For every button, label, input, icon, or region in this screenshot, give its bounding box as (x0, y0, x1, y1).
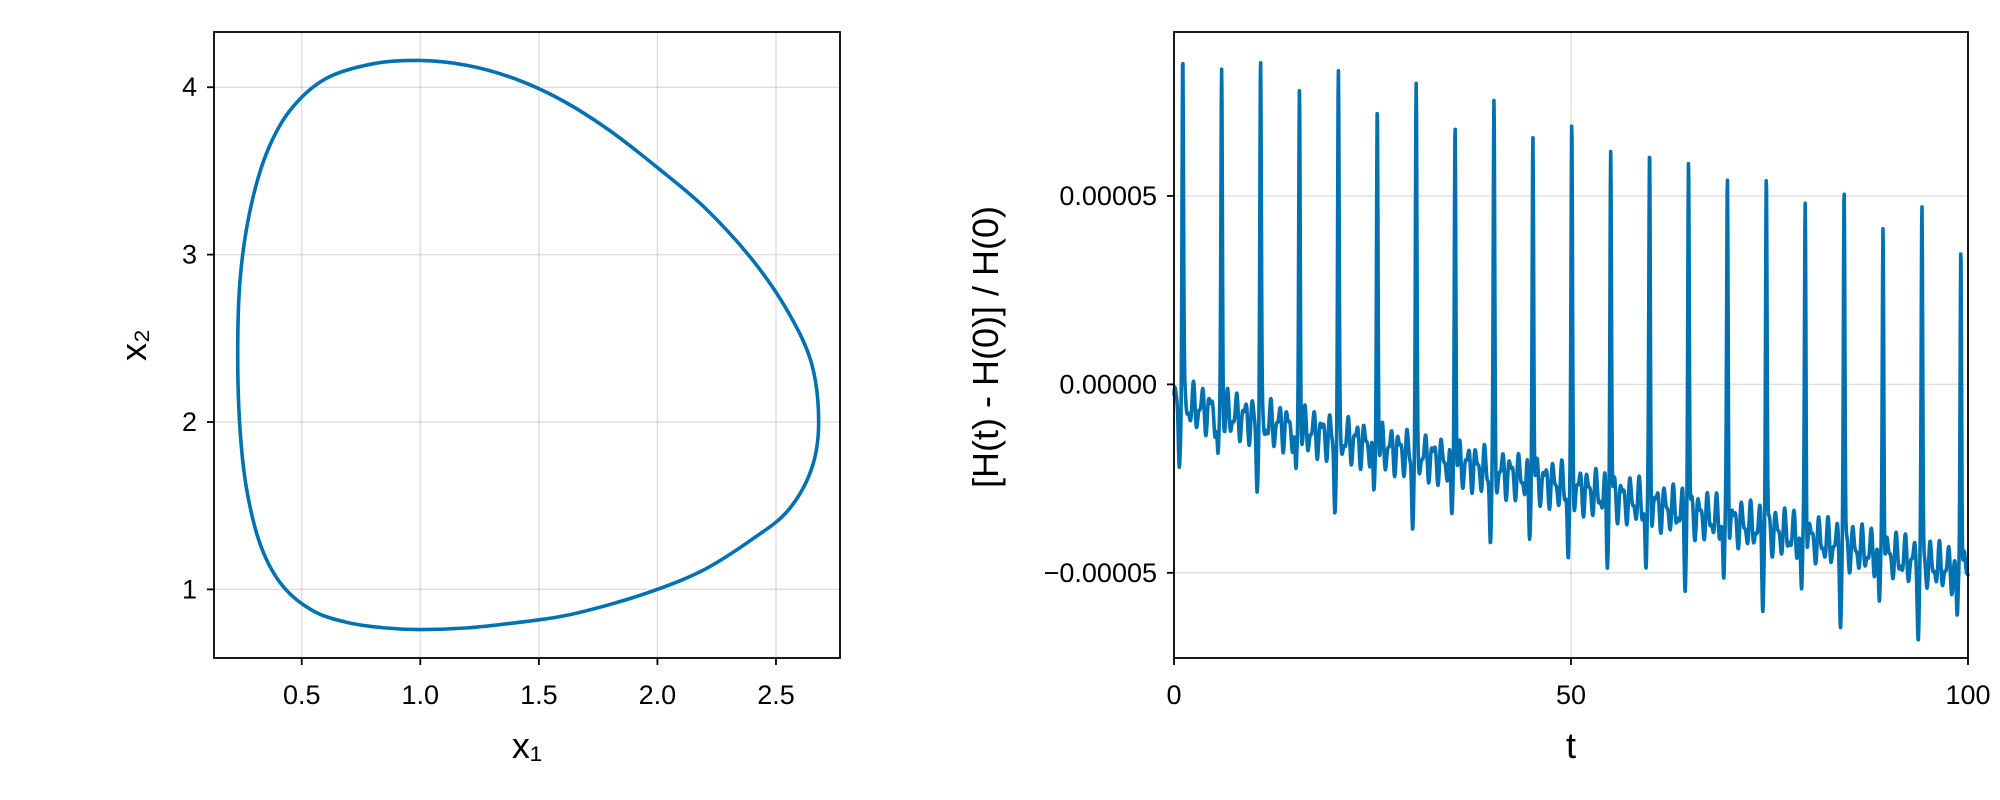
x-tick-label: 2.5 (757, 680, 795, 710)
y-tick-label: 3 (182, 240, 197, 270)
x-axis-label-left: x₁ (512, 725, 542, 766)
x-tick-label: 0.5 (283, 680, 321, 710)
ticks-right: 0 50 100 0.00005 0.00000 −0.00005 (1044, 181, 1991, 710)
y-tick-label: 1 (182, 574, 197, 604)
x-tick-label: 1.5 (520, 680, 558, 710)
x-tick-label: 100 (1945, 680, 1990, 710)
x-tick-label: 50 (1556, 680, 1586, 710)
y-axis-label-left: x₂ (113, 329, 154, 361)
y-tick-label: 4 (182, 72, 197, 102)
energy-error-plot: 0 50 100 0.00005 0.00000 −0.00005 t [H(t) - H… (965, 31, 1991, 766)
y-axis-label-right: [H(t) - H(0)] / H(0) (965, 206, 1006, 488)
plot-frame-left (213, 31, 841, 659)
x-tick-label: 0 (1166, 680, 1181, 710)
x-tick-label: 2.0 (639, 680, 677, 710)
x-tick-label: 1.0 (402, 680, 440, 710)
x-axis-label-right: t (1566, 725, 1576, 766)
y-tick-label: 0.00005 (1059, 181, 1157, 211)
y-tick-label: 0.00000 (1059, 369, 1157, 399)
energy-error-line (1172, 61, 1970, 642)
y-tick-label: −0.00005 (1044, 558, 1157, 588)
grid-left (214, 32, 840, 658)
y-tick-label: 2 (182, 407, 197, 437)
phase-orbit-line (235, 58, 821, 632)
ticks-left: 0.5 1.0 1.5 2.0 2.5 1 2 3 4 (182, 72, 795, 710)
phase-portrait-plot: 0.5 1.0 1.5 2.0 2.5 1 2 3 4 x₁ x₂ (113, 31, 841, 766)
